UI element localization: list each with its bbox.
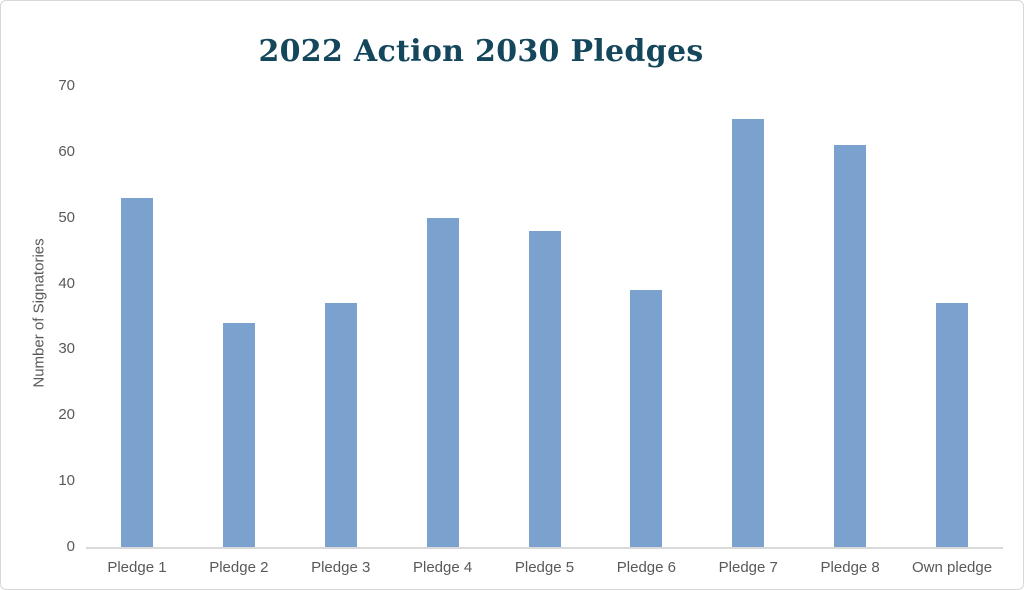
x-tick-label: Pledge 4: [412, 559, 473, 576]
bar-pledge-7: [732, 119, 765, 547]
y-axis-title: Number of Signatories: [30, 238, 48, 388]
bar-pledge-3: [324, 303, 357, 547]
bar-pledge-6: [630, 290, 663, 547]
x-tick-label: Pledge 5: [514, 559, 575, 576]
y-tick-label: 0: [66, 538, 75, 555]
x-tick-label: Pledge 8: [820, 559, 880, 576]
y-tick-label: 40: [58, 274, 75, 292]
y-tick-label: 60: [58, 142, 75, 160]
y-tick-label: 70: [58, 77, 75, 94]
x-tick-label: Own pledge: [912, 559, 993, 576]
y-tick-label: 20: [58, 406, 75, 424]
x-tick-label: Pledge 7: [718, 559, 778, 576]
plot-area: [86, 86, 1003, 549]
y-tick-label: 50: [58, 208, 75, 226]
bar-pledge-8: [834, 145, 867, 547]
bar-pledge-2: [222, 323, 255, 547]
bar-pledge-5: [528, 231, 561, 547]
y-tick-label: 30: [58, 340, 75, 358]
x-tick-label: Pledge 3: [311, 559, 371, 576]
chart-title: 2022 Action 2030 Pledges: [258, 34, 704, 69]
bar-pledge-1: [120, 198, 153, 547]
y-tick-label: 10: [58, 472, 75, 490]
bar-own-pledge: [936, 303, 969, 547]
x-tick-label: Pledge 6: [616, 559, 676, 576]
bar-pledge-4: [426, 218, 459, 547]
x-tick-label: Pledge 1: [107, 559, 167, 576]
x-tick-label: Pledge 2: [209, 559, 269, 576]
